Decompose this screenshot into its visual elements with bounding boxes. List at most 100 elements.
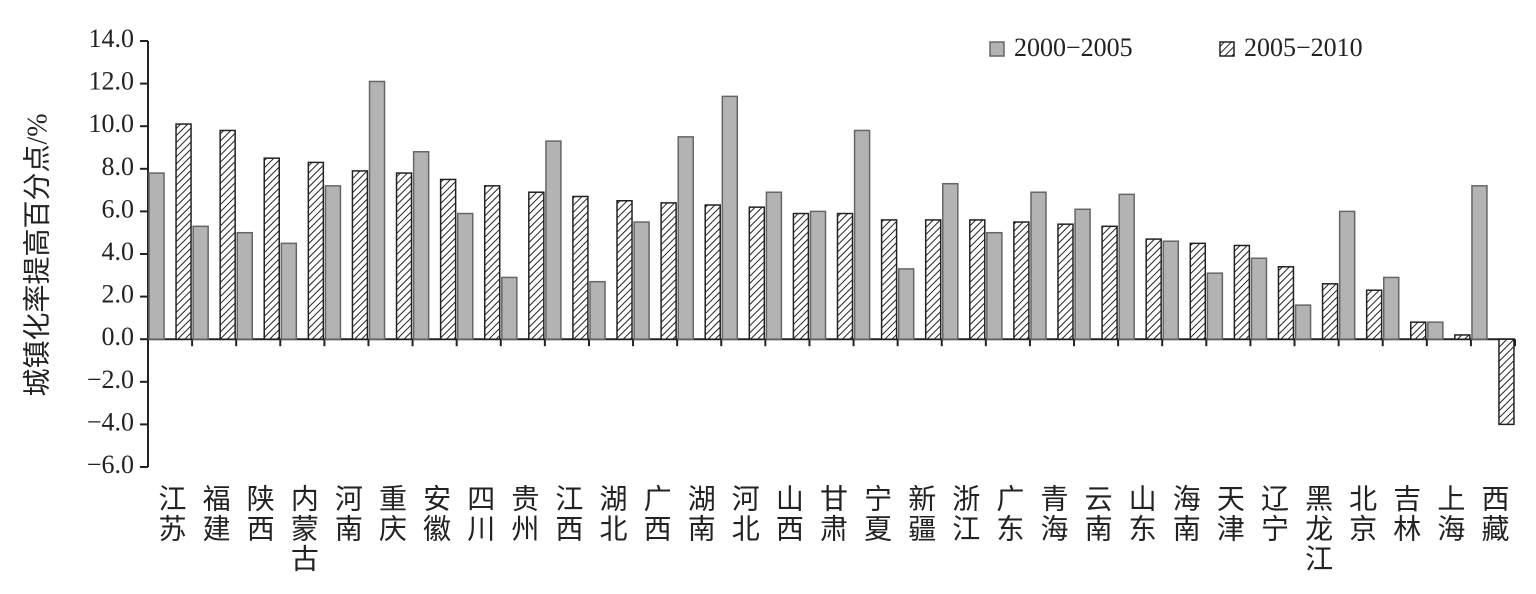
bar [809,210,827,340]
bar [880,219,898,340]
bar [589,280,606,340]
x-tick-label: 青海 [1036,484,1067,544]
bar [351,170,369,340]
bar [1013,221,1030,340]
y-tick-label: 12.0 [89,67,135,96]
bar [1383,276,1400,340]
x-tick-label: 陕西 [243,484,274,544]
bar [456,212,474,340]
x-tick-label: 山东 [1125,484,1156,544]
bar [1294,304,1312,340]
bar [853,129,871,340]
bar [545,140,562,340]
y-tick-label: 0.0 [102,322,135,351]
x-tick-label: 西藏 [1477,484,1509,544]
y-tick-label: −4.0 [87,407,134,436]
x-tick-label: 河北 [728,484,760,544]
bar [1118,193,1135,340]
bar [1162,240,1180,340]
legend-label: 2005−2010 [1244,33,1363,62]
bar [1338,210,1356,340]
x-tick-label: 内蒙古 [287,484,318,574]
bar [192,225,209,340]
x-tick-label: 宁夏 [860,484,891,544]
bar [633,221,650,340]
x-tick-label: 福建 [199,484,231,544]
bar [748,206,766,340]
bar [942,182,959,340]
x-tick-label: 辽宁 [1257,484,1289,544]
x-tick-label: 重庆 [375,484,407,544]
bar [439,178,457,340]
x-tick-label: 广西 [640,484,671,544]
y-tick-label: 8.0 [102,152,135,181]
bar [1206,272,1224,340]
bar [412,151,430,340]
x-tick-label: 上海 [1433,484,1464,544]
bar [528,191,545,340]
x-tick-label: 贵州 [507,484,539,544]
bar [483,185,501,340]
bar [148,172,165,340]
bar [1471,185,1488,340]
bar [792,212,810,340]
y-tick-label: −2.0 [87,365,134,394]
bar [765,191,783,340]
x-tick-label: 北京 [1345,484,1377,544]
bar [236,231,253,340]
x-tick-label: 江西 [551,484,582,544]
bar [1057,223,1074,340]
y-tick-label: 6.0 [102,194,135,223]
bar [677,136,694,340]
bar [616,200,633,340]
x-tick-label: 四川 [463,484,495,544]
bar [1498,338,1515,426]
bar [1030,191,1047,340]
bar [263,157,280,340]
x-tick-label: 甘肃 [816,484,847,544]
bar [897,268,915,340]
bar [1101,225,1118,340]
bar [1233,244,1251,340]
y-tick-label: 14.0 [89,24,135,53]
bar [175,123,192,340]
bar [704,204,721,340]
x-tick-label: 云南 [1081,484,1112,544]
legend-label: 2000−2005 [1014,33,1133,62]
x-tick-label: 黑龙江 [1301,484,1333,574]
bar [1365,289,1383,340]
bar [721,95,739,340]
bar [395,172,413,340]
x-tick-label: 安徽 [419,484,451,544]
x-tick-label: 湖南 [684,484,715,544]
x-tick-label: 湖北 [596,484,628,544]
bar [1074,208,1091,340]
bar [307,161,325,340]
bar [1321,283,1339,340]
bar [1277,266,1295,340]
x-tick-label: 天津 [1213,484,1244,544]
bar [219,129,236,340]
x-tick-label: 河南 [331,484,363,544]
bar [368,80,386,340]
bar [572,195,589,340]
x-tick-label: 吉林 [1389,484,1421,544]
x-tick-label: 广东 [992,484,1023,544]
bar [1189,242,1207,340]
bar [660,202,677,340]
bar [924,219,942,340]
bar [1250,257,1268,340]
x-tick-label: 新疆 [904,484,935,544]
bar [969,219,986,340]
legend-swatch [989,41,1005,57]
bar [1145,238,1162,340]
bar [280,242,298,340]
y-tick-label: 10.0 [89,109,135,138]
x-tick-label: 山西 [772,484,803,544]
bar [1427,321,1444,340]
x-tick-label: 海南 [1169,484,1200,544]
x-tick-label: 江苏 [155,484,186,544]
bar [986,231,1003,340]
bar [836,212,854,340]
